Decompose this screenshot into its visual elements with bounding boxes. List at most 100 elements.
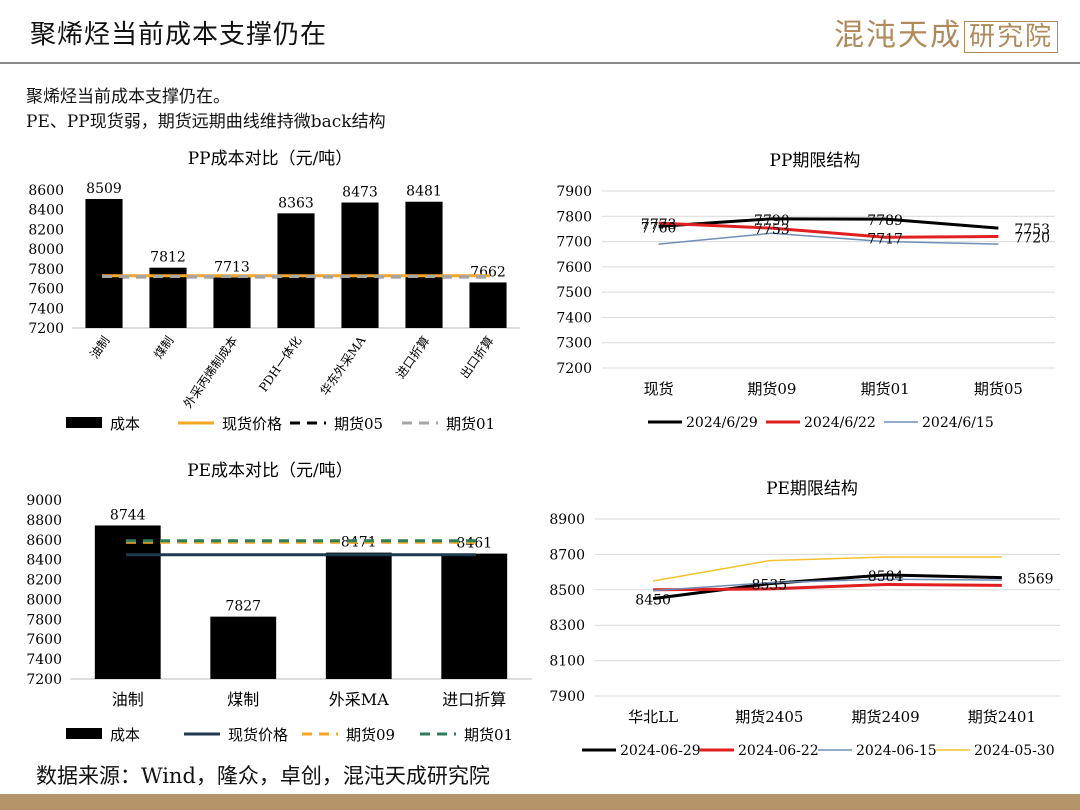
- y-tick-label: 8600: [28, 183, 64, 199]
- logo-boxed: 研究院: [963, 21, 1058, 53]
- y-tick-label: 8400: [28, 203, 64, 219]
- pe-cost-chart: PE成本对比（元/吨） 7200 7400 7600 7800 8000 8200 8400 8…: [26, 461, 532, 744]
- legend-label: 成本: [110, 726, 140, 744]
- data-label: 7773: [641, 217, 677, 233]
- pp-cost-chart: PP成本对比（元/吨） 7200 7400 7600 7800 8000 8200 8400 8…: [28, 149, 520, 433]
- chart-title: PE期限结构: [766, 479, 858, 499]
- legend-label: 期货01: [446, 415, 495, 433]
- x-tick-label: 期货01: [861, 380, 910, 398]
- legend-label: 2024-06-22: [738, 743, 819, 759]
- y-tick-label: 7400: [28, 301, 64, 317]
- x-tick-label: 期货09: [747, 380, 796, 398]
- bar: [341, 202, 379, 328]
- pp-term-structure-chart: PP期限结构 7200 7300 7400 7500 7600 7700 7800 7900 现货…: [556, 151, 1055, 431]
- x-tick-label: 进口折算: [442, 690, 506, 709]
- pe-term-structure-chart: PE期限结构 7900 8100 8300 8500 8700 8900 华北LL 期货2405…: [549, 479, 1060, 759]
- data-label: 7753: [1014, 222, 1050, 238]
- y-tick-label: 8300: [549, 618, 585, 634]
- data-label: 7720: [1014, 231, 1050, 247]
- y-tick-label: 7600: [26, 632, 62, 648]
- chart-title: PP成本对比（元/吨）: [188, 149, 353, 169]
- bar: [210, 616, 277, 679]
- y-tick-label: 8000: [26, 592, 62, 608]
- logo-main: 混沌天成: [833, 18, 962, 53]
- legend-label: 期货01: [464, 726, 513, 744]
- x-tick-label: 进口折算: [393, 333, 433, 381]
- y-tick-label: 8000: [28, 242, 64, 258]
- legend-label: 2024-05-30: [974, 743, 1055, 759]
- x-tick-label: 煤制: [227, 690, 259, 709]
- legend-label: 现货价格: [228, 726, 288, 744]
- data-label: 7789: [867, 213, 903, 229]
- logo: 混沌天成 研究院: [834, 10, 1058, 54]
- title-bar: 聚烯烃当前成本支撑仍在 混沌天成 研究院: [0, 0, 1080, 62]
- y-tick-label: 7800: [28, 262, 64, 278]
- y-tick-label: 8600: [26, 533, 62, 549]
- x-tick-label: 油制: [112, 690, 144, 709]
- series-line: [652, 556, 1002, 582]
- y-tick-label: 8900: [549, 512, 585, 528]
- x-tick-label: 外采丙烯制成本: [181, 334, 241, 411]
- series-line: [652, 573, 1002, 601]
- y-tick-label: 7200: [26, 672, 62, 688]
- data-label: 8535: [752, 578, 788, 594]
- y-tick-label: 8200: [26, 573, 62, 589]
- y-tick-label: 7800: [556, 209, 592, 225]
- x-tick-label: 期货2405: [735, 708, 803, 726]
- y-tick-label: 8100: [549, 654, 585, 670]
- y-tick-label: 7600: [28, 282, 64, 298]
- x-tick-label: 现货: [644, 380, 674, 398]
- y-tick-label: 7300: [556, 336, 592, 352]
- series-line: [658, 217, 999, 230]
- data-label: 7753: [754, 222, 790, 238]
- data-label: 7827: [225, 599, 261, 615]
- bar: [85, 198, 123, 328]
- bar: [213, 277, 251, 328]
- data-label: 7717: [867, 231, 903, 247]
- legend-swatch: [66, 728, 102, 739]
- series-line: [658, 232, 999, 245]
- bar: [405, 201, 443, 328]
- data-label: 8584: [868, 569, 904, 585]
- bottom-accent-bar: [0, 794, 1080, 810]
- legend-label: 2024/6/29: [686, 415, 758, 431]
- y-tick-label: 7700: [556, 235, 592, 251]
- data-label: 8744: [110, 507, 146, 523]
- y-tick-label: 7400: [556, 310, 592, 326]
- x-tick-label: 油制: [87, 334, 112, 362]
- data-label: 8509: [86, 181, 122, 197]
- data-label: 7662: [470, 264, 506, 280]
- legend-label: 期货05: [334, 415, 383, 433]
- y-tick-label: 8500: [549, 583, 585, 599]
- y-tick-label: 7900: [549, 689, 585, 705]
- data-label: 8471: [341, 535, 377, 551]
- y-tick-label: 7500: [556, 285, 592, 301]
- legend-label: 2024/6/15: [922, 415, 994, 431]
- subtitle-line-2: PE、PP现货弱，期货远期曲线维持微back结构: [26, 112, 386, 132]
- x-tick-label: 期货05: [974, 380, 1023, 398]
- data-label: 7760: [641, 220, 677, 236]
- legend-label: 期货09: [346, 726, 395, 744]
- y-tick-label: 7900: [556, 184, 592, 200]
- chart-title: PE成本对比（元/吨）: [187, 461, 353, 481]
- data-label: 7812: [150, 250, 186, 266]
- x-tick-label: 出口折算: [457, 333, 497, 381]
- y-tick-label: 7600: [556, 260, 592, 276]
- x-tick-label: 煤制: [151, 334, 176, 362]
- x-tick-label: 期货2401: [968, 708, 1036, 726]
- legend-label: 成本: [110, 415, 140, 433]
- x-tick-label: 华北LL: [628, 708, 678, 726]
- y-tick-label: 7200: [556, 361, 592, 377]
- x-tick-label: 华东外采MA: [317, 333, 368, 398]
- series-line: [653, 578, 1002, 592]
- y-tick-label: 7200: [28, 321, 64, 337]
- data-label: 8569: [1018, 572, 1054, 588]
- y-tick-label: 8200: [28, 222, 64, 238]
- legend-label: 2024/6/22: [804, 415, 876, 431]
- legend-label: 2024-06-15: [856, 743, 937, 759]
- legend-swatch: [66, 417, 102, 428]
- series-line: [658, 221, 999, 239]
- data-label: 8473: [342, 185, 378, 201]
- bar: [469, 282, 507, 328]
- y-tick-label: 7400: [26, 652, 62, 668]
